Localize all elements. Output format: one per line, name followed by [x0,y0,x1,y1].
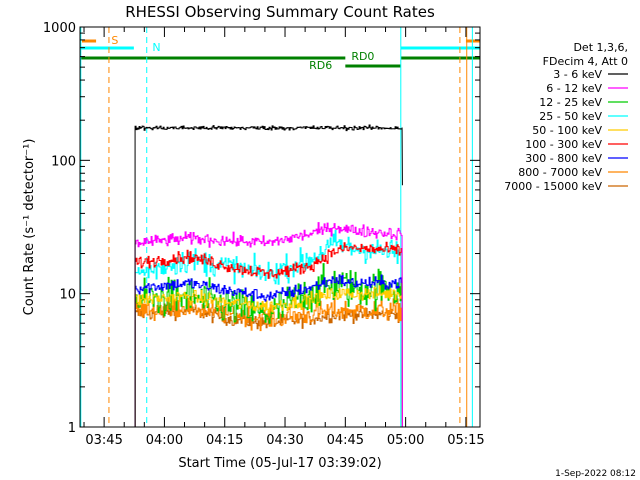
plot-frame [79,26,481,428]
night-label: N [152,41,160,54]
series-group [134,124,403,427]
y-tick-label: 1 [68,421,76,436]
saa-label: S [111,34,118,47]
legend-label: 25 - 50 keV [539,110,602,123]
x-axis-label: Start Time (05-Jul-17 03:39:02) [178,456,381,471]
x-tick-label: 05:00 [387,433,424,448]
axes: 03:45 04:00 04:15 04:30 04:45 05:00 05:15 1 10 10… [43,21,485,448]
series-line-300-800-kev [134,274,403,427]
legend-label: 6 - 12 keV [546,82,602,95]
legend-label: 12 - 25 keV [539,96,602,109]
x-tick-label: 04:00 [146,433,183,448]
legend-header: Det 1,3,6, [573,41,628,54]
legend-label: 100 - 300 keV [525,138,602,151]
x-tick-label: 04:15 [206,433,243,448]
y-tick-label: 10 [59,288,76,303]
y-tick-label: 100 [51,154,76,169]
series-line-6-12-kev [134,222,403,427]
series-line-100-300-kev [134,241,403,427]
rd6-label: RD6 [309,59,332,72]
series-line-3-6-kev [134,124,403,427]
legend-label: 7000 - 15000 keV [504,180,602,193]
annotation-bands: S N RD0 RD6 [80,34,480,72]
y-tick-label: 1000 [43,21,76,36]
rd0-label: RD0 [351,50,374,63]
chart-title: RHESSI Observing Summary Count Rates [125,3,435,21]
legend-label: 50 - 100 keV [532,124,602,137]
series-line-12-25-kev [134,263,403,427]
marker-lines [80,27,473,427]
legend-label: 300 - 800 keV [525,152,602,165]
x-tick-label: 04:30 [266,433,303,448]
legend-label: 800 - 7000 keV [518,166,602,179]
series-line-50-100-kev [134,285,403,427]
x-tick-label: 03:45 [85,433,122,448]
x-tick-label: 05:15 [447,433,484,448]
x-tick-label: 04:45 [327,433,364,448]
legend-header: FDecim 4, Att 0 [543,55,628,68]
legend-label: 3 - 6 keV [553,68,602,81]
y-axis-label: Count Rate (s⁻¹ detector⁻¹) [22,139,37,316]
footer-date: 1-Sep-2022 08:12 [555,469,636,479]
